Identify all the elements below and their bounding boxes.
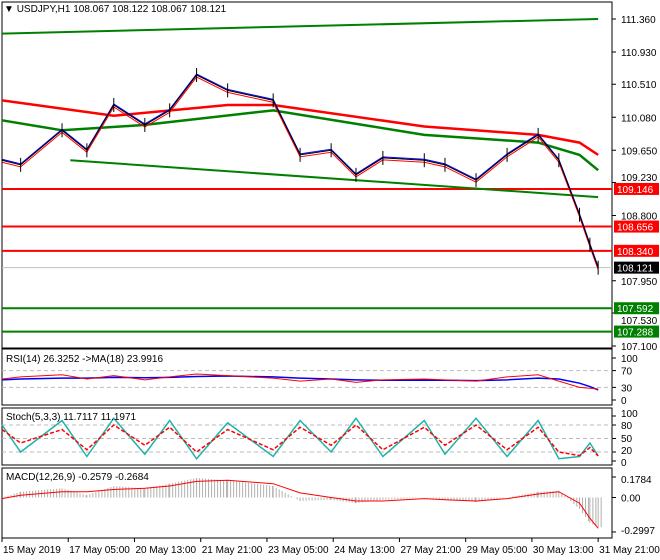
symbol-label: USDJPY,H1 (16, 4, 71, 15)
level-label-bg (614, 220, 659, 233)
time-tick-label: 21 May 21:00 (202, 545, 263, 556)
indicator-tick-label: -0.2997 (621, 526, 655, 537)
time-tick-label: 20 May 13:00 (135, 545, 196, 556)
price-tick-label: 109.650 (621, 146, 658, 157)
panel-frame-0 (1, 1, 613, 349)
level-label-bg (614, 302, 659, 315)
indicator-tick-label: 20 (621, 446, 633, 457)
level-label: 108.656 (617, 223, 654, 234)
time-tick-label: 24 May 13:00 (334, 545, 395, 556)
price-tick-label: 110.930 (621, 48, 657, 59)
panel-frame-1 (1, 348, 613, 406)
price-line (1, 74, 599, 268)
indicator-tick-label: 0.00 (621, 494, 641, 505)
price-tick-label: 108.800 (621, 212, 658, 223)
ma-fast-red (1, 76, 599, 270)
time-tick-label: 23 May 05:00 (268, 545, 329, 556)
time-tick-label: 27 May 21:00 (400, 545, 461, 556)
panel-frame-3 (1, 467, 613, 539)
indicator-tick-label: 100 (621, 354, 638, 365)
collapse-arrow-icon[interactable]: ▼ (4, 4, 14, 15)
stoch-main-line (1, 416, 599, 460)
indicator-tick-label: 80 (621, 421, 633, 432)
time-tick-label: 31 May 21:00 (599, 545, 660, 556)
level-label: 108.340 (617, 247, 654, 258)
rsi-label: RSI(14) 26.3252 ->MA(18) 23.9916 (6, 354, 164, 365)
price-tick-label: 107.530 (621, 316, 658, 327)
price-tick-label: 109.230 (621, 173, 658, 184)
price-tick-label: 110.510 (621, 80, 657, 91)
current-price-bg (614, 261, 659, 274)
indicator-tick-label: 30 (621, 383, 633, 394)
price-tick-label: 110.080 (621, 113, 657, 124)
time-tick-label: 29 May 05:00 (467, 545, 528, 556)
current-price-label: 108.121 (617, 264, 654, 275)
time-tick-label: 17 May 05:00 (69, 545, 130, 556)
ma-fast-blue (1, 73, 599, 267)
price-tick-label: 107.950 (621, 277, 658, 288)
level-label-bg (614, 244, 659, 257)
indicator-tick-label: 100 (621, 409, 638, 420)
ma-red-line (1, 99, 599, 156)
price-tick-label: 111.360 (621, 15, 656, 26)
time-tick-label: 15 May 2019 (3, 545, 61, 556)
indicator-tick-label: 0 (621, 458, 627, 469)
level-label: 107.592 (617, 304, 654, 315)
chart-header: ▼ USDJPY,H1 108.067 108.122 108.067 108.… (4, 4, 226, 15)
trend-line (1, 18, 599, 35)
ohlc-values: 108.067 108.122 108.067 108.121 (73, 4, 227, 15)
stoch-label: Stoch(5,3,3) 11.7117 11.1971 (6, 412, 137, 423)
macd-signal-line (1, 479, 599, 529)
indicator-tick-label: 70 (621, 367, 633, 378)
level-label-bg (614, 182, 659, 195)
stoch-signal-line (1, 424, 599, 457)
level-label-bg (614, 325, 659, 338)
panel-frame-2 (1, 407, 613, 466)
price-tick-label: 107.100 (621, 342, 658, 353)
level-label: 107.288 (617, 328, 654, 339)
trend-line (70, 159, 599, 199)
indicator-tick-label: 0.1784 (621, 475, 652, 486)
indicator-tick-label: 50 (621, 434, 633, 445)
rsi-line (1, 373, 599, 390)
ma-green-line (1, 109, 599, 172)
time-tick-label: 30 May 13:00 (533, 545, 594, 556)
level-label: 109.146 (617, 185, 654, 196)
macd-label: MACD(12,26,9) -0.2579 -0.2684 (6, 472, 149, 483)
indicator-tick-label: 0 (621, 396, 627, 407)
